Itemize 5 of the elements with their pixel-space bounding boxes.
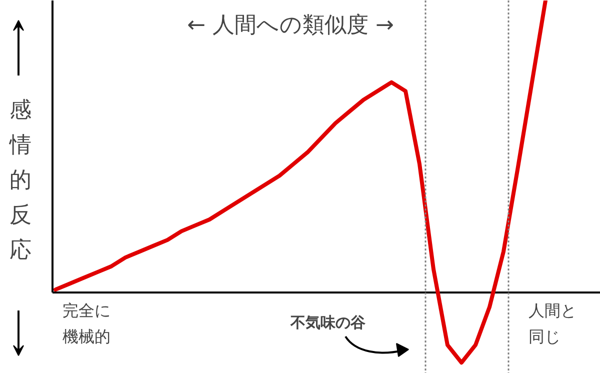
y-axis-title: 感情的反応 <box>8 98 32 263</box>
annotation: 人間と同じ <box>528 301 576 346</box>
annotation: 完全に機械的 <box>62 301 110 346</box>
text: ← 人間への類似度 → <box>187 13 394 38</box>
annotation: 不気味の谷 <box>290 314 366 332</box>
